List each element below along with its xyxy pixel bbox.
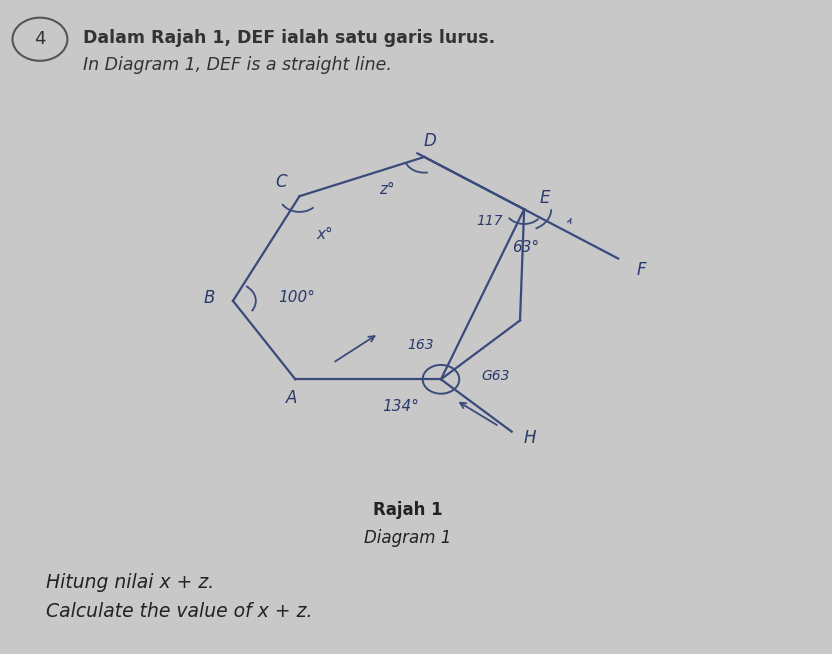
- Text: C: C: [275, 173, 287, 191]
- Text: D: D: [423, 131, 437, 150]
- Text: E: E: [540, 188, 550, 207]
- Text: F: F: [636, 262, 646, 279]
- Text: Diagram 1: Diagram 1: [364, 528, 452, 547]
- Text: A: A: [285, 388, 297, 407]
- Text: In Diagram 1, DEF is a straight line.: In Diagram 1, DEF is a straight line.: [83, 56, 392, 75]
- Text: H: H: [523, 429, 537, 447]
- Text: 163: 163: [407, 338, 433, 353]
- Text: 4: 4: [34, 30, 46, 48]
- Text: z°: z°: [379, 182, 394, 197]
- Text: 100°: 100°: [279, 290, 315, 305]
- Text: Dalam Rajah 1, DEF ialah satu garis lurus.: Dalam Rajah 1, DEF ialah satu garis luru…: [83, 29, 495, 47]
- Text: 63°: 63°: [513, 240, 539, 254]
- Text: Hitung nilai x + z.: Hitung nilai x + z.: [46, 572, 214, 592]
- Text: Rajah 1: Rajah 1: [373, 501, 443, 519]
- Text: G63: G63: [481, 369, 509, 383]
- Text: B: B: [204, 288, 215, 307]
- Text: Calculate the value of x + z.: Calculate the value of x + z.: [46, 602, 312, 621]
- Text: 117: 117: [476, 214, 503, 228]
- Text: x°: x°: [316, 227, 333, 241]
- Text: 134°: 134°: [383, 400, 419, 414]
